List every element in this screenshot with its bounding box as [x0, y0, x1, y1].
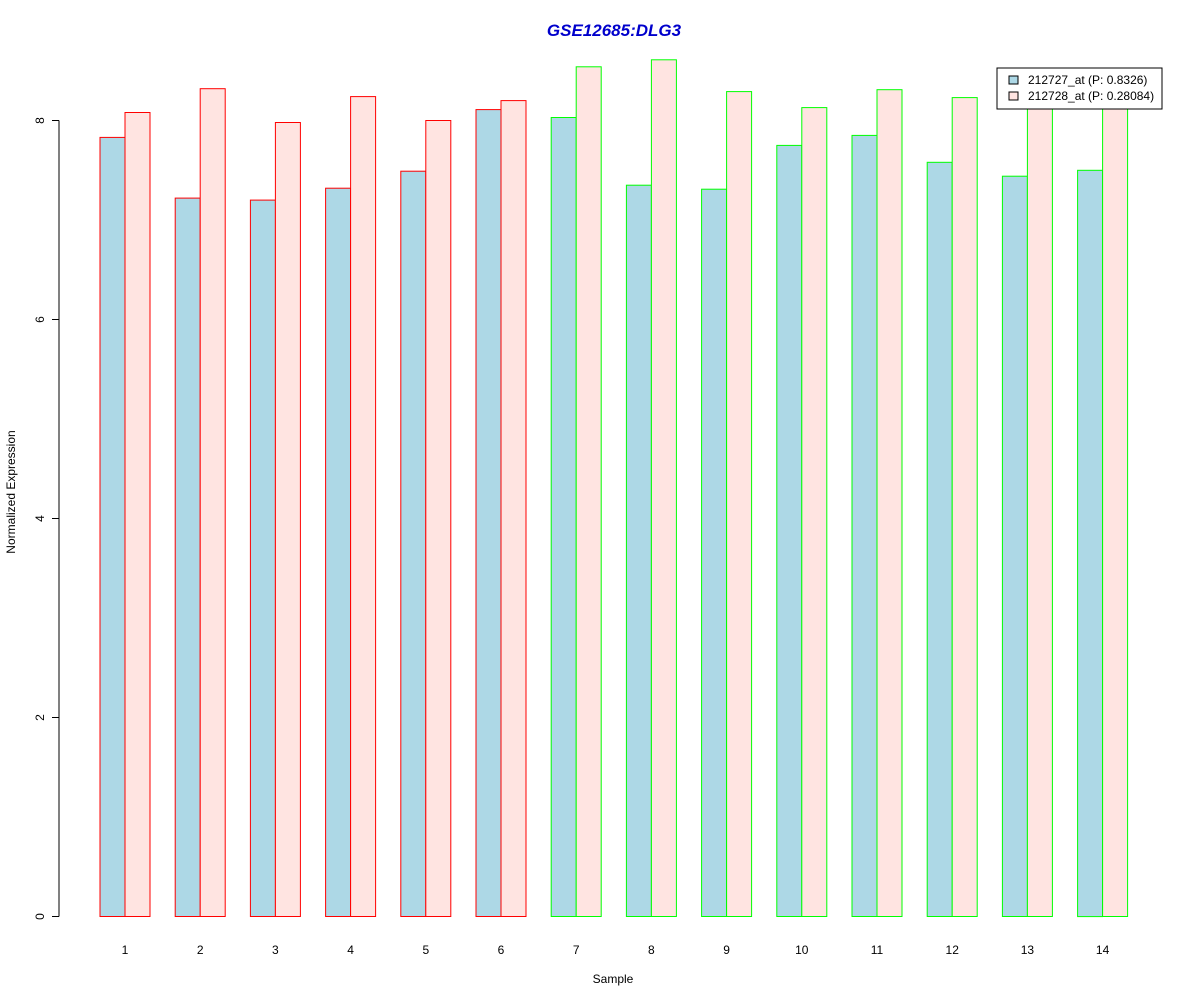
- x-tick-label: 1: [122, 943, 129, 957]
- bar-s2-sample-8: [650, 59, 677, 918]
- bar-s1-sample-14: [1077, 169, 1104, 918]
- bar-s1-sample-10: [776, 144, 803, 917]
- bar-s2-sample-4: [350, 96, 377, 918]
- legend-label-212728: 212728_at (P: 0.28084): [1028, 89, 1154, 103]
- legend-swatch-212728: [1008, 91, 1019, 101]
- bar-s1-sample-2: [174, 197, 201, 918]
- x-axis-label: Sample: [593, 972, 634, 986]
- bar-s2-sample-9: [726, 91, 753, 918]
- x-tick-label: 9: [723, 943, 730, 957]
- bar-s2-sample-14: [1102, 100, 1129, 918]
- y-tick-label: 0: [33, 913, 47, 920]
- bar-s1-sample-9: [701, 188, 728, 917]
- x-tick-label: 5: [422, 943, 429, 957]
- y-axis-label: Normalized Expression: [4, 430, 18, 553]
- chart-title: GSE12685:DLG3: [547, 21, 682, 40]
- x-tick-label: 6: [498, 943, 505, 957]
- bar-s1-sample-13: [1001, 175, 1028, 917]
- x-tick-label: 4: [347, 943, 354, 957]
- bar-s2-sample-7: [575, 66, 602, 918]
- bar-s1-sample-6: [475, 109, 502, 918]
- bar-s2-sample-1: [124, 112, 151, 917]
- bar-s2-sample-6: [500, 100, 527, 918]
- legend: 212727_at (P: 0.8326) 212728_at (P: 0.28…: [996, 67, 1163, 110]
- x-tick-label: 2: [197, 943, 204, 957]
- y-tick-label: 4: [33, 515, 47, 522]
- x-tick-label: 8: [648, 943, 655, 957]
- legend-swatch-212727: [1008, 75, 1019, 85]
- bar-s2-sample-3: [274, 122, 301, 917]
- bar-s2-sample-13: [1026, 100, 1053, 918]
- bar-s1-sample-8: [625, 184, 652, 917]
- bar-s1-sample-4: [325, 187, 352, 917]
- bar-s1-sample-11: [851, 134, 878, 917]
- legend-box: [996, 67, 1163, 110]
- legend-label-212727: 212727_at (P: 0.8326): [1028, 73, 1147, 87]
- bar-s1-sample-1: [99, 136, 126, 917]
- y-tick-label: 8: [33, 117, 47, 124]
- x-tick-label: 14: [1096, 943, 1110, 957]
- y-tick-label: 2: [33, 714, 47, 721]
- bar-s1-sample-7: [550, 117, 577, 917]
- x-tick-label: 12: [946, 943, 960, 957]
- bar-s2-sample-5: [425, 120, 452, 917]
- bar-s1-sample-3: [249, 199, 276, 918]
- x-tick-label: 13: [1021, 943, 1035, 957]
- bar-s2-sample-12: [951, 97, 978, 918]
- x-tick-label: 10: [795, 943, 809, 957]
- bar-s2-sample-2: [199, 88, 226, 917]
- bar-s1-sample-12: [926, 161, 953, 918]
- y-tick-label: 6: [33, 316, 47, 323]
- bars-layer: [99, 59, 1129, 918]
- bar-s2-sample-11: [876, 89, 903, 917]
- x-tick-label: 11: [871, 943, 884, 957]
- x-tick-label: 7: [573, 943, 580, 957]
- x-tick-labels: 1 2 3 4 5 6 7 8 9 10 11 12 13 14: [122, 943, 1110, 957]
- bar-s1-sample-5: [400, 170, 427, 917]
- bar-s2-sample-10: [801, 107, 828, 918]
- x-tick-label: 3: [272, 943, 279, 957]
- y-axis: 0 2 4 6 8: [33, 117, 60, 920]
